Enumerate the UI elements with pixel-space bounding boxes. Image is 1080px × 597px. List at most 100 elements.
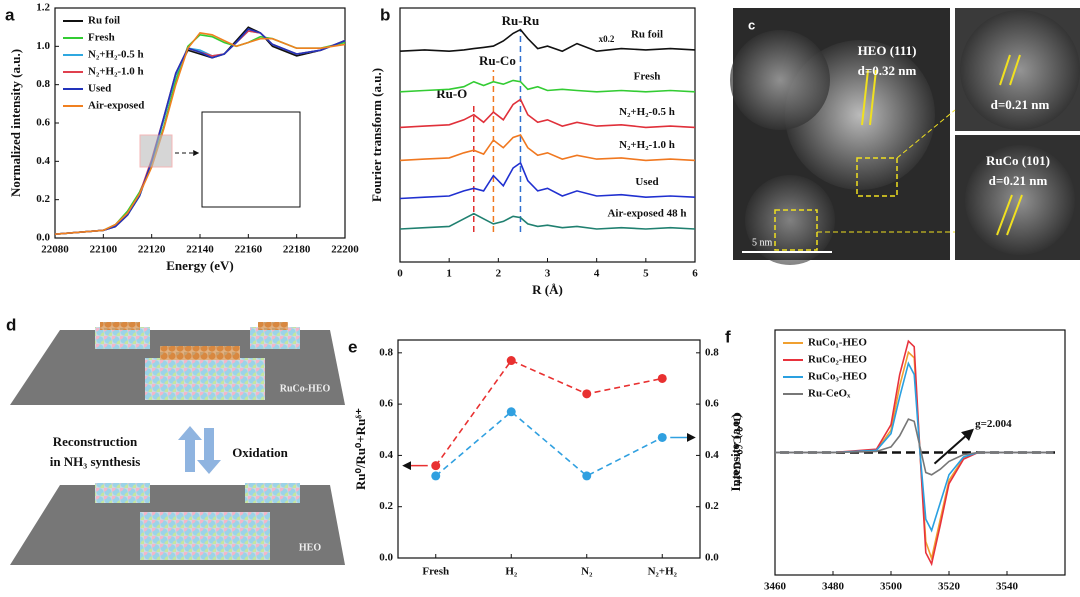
series-line: [54, 32, 346, 235]
series-line: [399, 79, 696, 93]
legend-label: RuCo₃-HEO: [808, 371, 867, 383]
panel-letter: d: [6, 315, 16, 334]
panel-letter: e: [348, 337, 357, 356]
x-tick-label: 3: [545, 268, 551, 280]
x-tick-label: 0: [397, 268, 403, 280]
series-line: [775, 339, 1054, 567]
y-axis-label: Ru⁰/Ru⁰+Ruᵟ⁺: [353, 408, 368, 490]
y2-tick-label: 0.6: [705, 398, 719, 410]
y-tick-label: 0.8: [379, 346, 393, 358]
legend-label: Ru-CeOₓ: [808, 388, 851, 400]
x-tick-label: 4: [594, 268, 600, 280]
series-line: [399, 212, 696, 230]
series-line: [775, 418, 1054, 476]
label: d=0.21 nm: [991, 97, 1050, 112]
series-label: Air-exposed 48 h: [607, 208, 686, 220]
y-tick-label: 0.4: [379, 449, 393, 461]
series-label: Ru foil: [631, 28, 663, 40]
x-tick-label: 22100: [90, 244, 118, 256]
y2-axis-label: Co⁰/Co⁰+Coᵟ⁺: [730, 412, 744, 486]
x-tick-label: Fresh: [422, 566, 449, 578]
cluster: [145, 358, 265, 400]
label: Oxidation: [232, 445, 288, 460]
chart: a 22080 22100 22120 22140 22160 22180 22200 0.0 0…: [5, 2, 359, 273]
y-tick-label: 0.6: [379, 398, 393, 410]
legend-label: N₂+H₂-0.5 h: [88, 49, 144, 61]
scale-note: x0.2: [599, 34, 615, 44]
micrograph: c HEO (111) d=0.32 nm d=0.21 nm RuCo (10…: [730, 8, 1080, 265]
zoom-boxes: [774, 109, 956, 251]
panel-letter: c: [748, 17, 755, 32]
x-axis-label: Energy (eV): [166, 258, 234, 273]
x-tick-label: 3520: [938, 581, 961, 593]
x-tick-label: 3540: [996, 581, 1019, 593]
series-line: [399, 98, 696, 129]
panel-letter: a: [5, 5, 15, 24]
annotation: Ru-Co: [479, 53, 516, 68]
legend-label: Air-exposed: [88, 100, 144, 112]
y2-tick-label: 0.2: [705, 500, 719, 512]
legend-label: N₂+H₂-1.0 h: [88, 66, 144, 78]
chart: e Fresh H₂ N₂ N₂+H₂ 0.0 0.2 0.4 0.6 0.8 0.0 0.2 0.4 0…: [348, 337, 744, 577]
cluster: [100, 322, 140, 330]
cluster: [95, 327, 150, 349]
label: d=0.21 nm: [989, 173, 1048, 188]
panel-letter: b: [380, 5, 390, 24]
chart: f 3460 3480 3500 3520 3540 Magnetic field (G) I…: [725, 327, 1066, 597]
scale-label: 5 nm: [752, 237, 773, 248]
y-tick-label: 0.0: [36, 232, 50, 244]
x-tick-label: 3460: [764, 581, 787, 593]
y-tick-label: 0.2: [379, 500, 393, 512]
annotation: g=2.004: [975, 418, 1012, 430]
series-label: Fresh: [634, 70, 661, 82]
y-tick-label: 0.6: [36, 117, 50, 129]
y2-tick-label: 0.4: [705, 449, 719, 461]
particle: [960, 10, 1080, 130]
cluster: [258, 322, 288, 330]
data-point: [431, 461, 441, 471]
lattice-lines: [861, 54, 1023, 236]
x-tick-label: 3480: [822, 581, 845, 593]
label: HEO (111): [858, 43, 917, 58]
x-tick-label: H₂: [505, 566, 518, 578]
label: Reconstruction: [53, 434, 138, 449]
data-point: [657, 432, 667, 442]
series-line: [399, 134, 696, 162]
series-line: [775, 361, 1054, 533]
series-line: [399, 161, 696, 200]
cluster: [95, 483, 150, 503]
series-line: [435, 410, 663, 477]
cluster: [160, 346, 240, 360]
y-axis-label: Normalized intensity (a.u.): [8, 49, 23, 197]
x-tick-label: 22180: [283, 244, 311, 256]
series-line: [54, 30, 346, 235]
particle: [745, 175, 835, 265]
label: in NH₃ synthesis: [50, 454, 141, 469]
x-tick-label: 22080: [41, 244, 69, 256]
x-axis-label: R (Å): [532, 282, 563, 297]
legend-label: RuCo₂-HEO: [808, 354, 867, 366]
cluster: [250, 327, 300, 349]
x-tick-label: 22200: [331, 244, 359, 256]
y-axis-label: Intensity (a.u): [728, 413, 743, 491]
legend-label: Ru foil: [88, 15, 120, 27]
y-tick-label: 0.2: [36, 193, 50, 205]
x-tick-label: 3500: [880, 581, 903, 593]
label: RuCo (101): [986, 153, 1050, 168]
y2-tick-label: 0.8: [705, 346, 719, 358]
label: d=0.32 nm: [858, 63, 917, 78]
schematic: d RuCo-HEO HEO Reconstruction in NH₃ syn…: [6, 315, 345, 565]
data-point: [657, 373, 667, 383]
label: RuCo-HEO: [280, 383, 331, 394]
x-axis-label: Magnetic field (G): [869, 595, 971, 597]
legend-label: RuCo₁-HEO: [808, 337, 867, 349]
arrow-up: [178, 426, 202, 472]
x-tick-label: N₂: [581, 566, 593, 578]
series-label: N₂+H₂-1.0 h: [619, 139, 675, 151]
series-line: [54, 28, 346, 235]
panel-letter: f: [725, 327, 731, 346]
zoom-region: [139, 134, 173, 168]
y-tick-label: 1.2: [36, 2, 50, 14]
x-tick-label: 6: [692, 268, 698, 280]
